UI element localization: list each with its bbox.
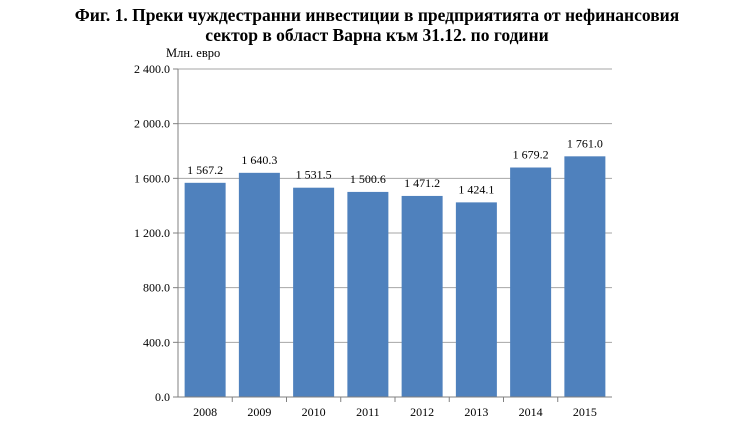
x-tick-label: 2011 xyxy=(356,405,380,419)
x-tick-label: 2008 xyxy=(193,405,217,419)
y-tick-label: 0.0 xyxy=(155,390,170,404)
y-tick-label: 400.0 xyxy=(143,335,170,349)
bar xyxy=(347,191,389,397)
y-axis-label: Млн. евро xyxy=(166,46,220,60)
y-tick-label: 2 000.0 xyxy=(134,117,170,131)
y-tick-label: 1 600.0 xyxy=(134,171,170,185)
data-label: 1 679.2 xyxy=(513,148,549,162)
chart-title-line-2: сектор в област Варна към 31.12. по годи… xyxy=(205,25,549,45)
y-tick-label: 2 400.0 xyxy=(134,62,170,76)
bar xyxy=(455,202,497,397)
chart-title-line-1: Фиг. 1. Преки чуждестранни инвестиции в … xyxy=(74,5,680,25)
bar xyxy=(510,167,552,397)
bar xyxy=(564,156,606,397)
x-tick-label: 2009 xyxy=(247,405,271,419)
x-tick-label: 2014 xyxy=(519,405,543,419)
data-label: 1 424.1 xyxy=(458,182,494,196)
bars xyxy=(184,156,606,397)
chart-title: Фиг. 1. Преки чуждестранни инвестиции в … xyxy=(0,5,754,45)
x-tick-label: 2015 xyxy=(573,405,597,419)
x-tick-label: 2013 xyxy=(464,405,488,419)
y-tick-label: 800.0 xyxy=(143,281,170,295)
bar xyxy=(293,187,335,397)
data-label: 1 567.2 xyxy=(187,163,223,177)
data-label: 1 500.6 xyxy=(350,172,386,186)
bar xyxy=(184,182,226,397)
data-label: 1 471.2 xyxy=(404,176,440,190)
data-label: 1 640.3 xyxy=(241,153,277,167)
axes xyxy=(177,69,612,398)
bar xyxy=(401,195,443,397)
data-labels: 1 567.2 1 640.3 1 531.5 1 500.6 1 471.2 1 424… xyxy=(187,136,603,196)
x-tick-label: 2010 xyxy=(302,405,326,419)
y-tick-label: 1 200.0 xyxy=(134,226,170,240)
data-label: 1 531.5 xyxy=(296,168,332,182)
x-axis-ticks: 2008 2009 2010 2011 2012 2013 2014 2015 xyxy=(193,397,597,419)
x-tick-label: 2012 xyxy=(410,405,434,419)
data-label: 1 761.0 xyxy=(567,136,603,150)
y-axis-ticks: 0.0 400.0 800.0 1 200.0 1 600.0 2 000.0 2 400.… xyxy=(134,62,178,404)
bar xyxy=(238,172,280,397)
